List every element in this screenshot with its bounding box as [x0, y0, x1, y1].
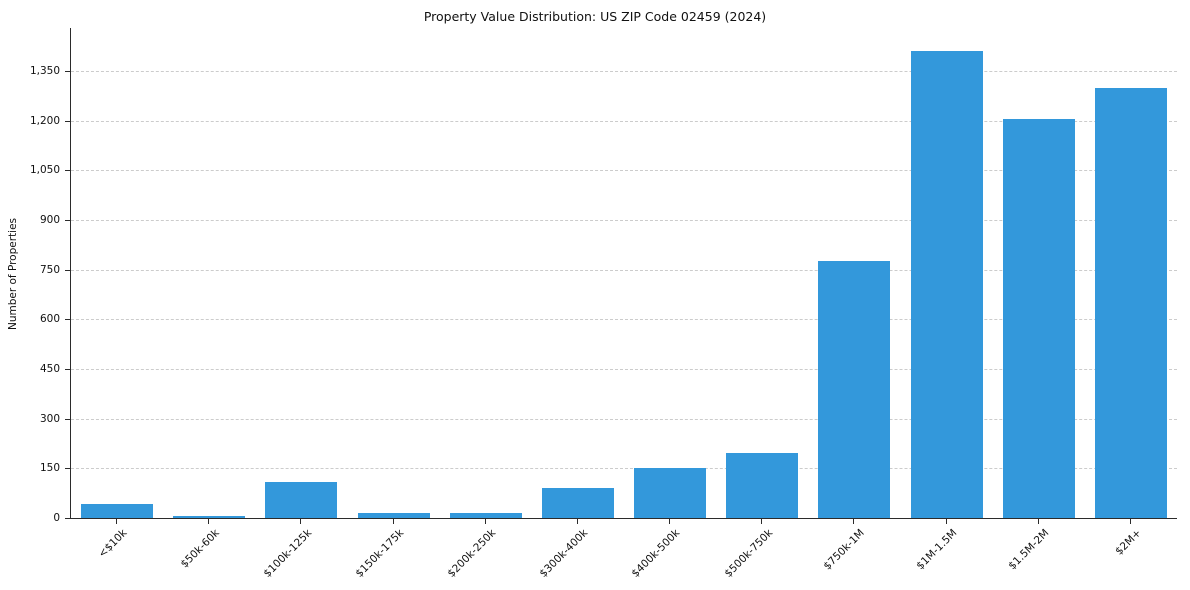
x-tick-label: $2M+	[1112, 527, 1144, 558]
bar	[910, 51, 983, 518]
gridline	[71, 220, 1177, 222]
x-tick-label: $100k-125k	[261, 527, 314, 580]
x-tick-label: $300k-400k	[537, 527, 591, 580]
bar	[173, 516, 246, 518]
gridline	[71, 269, 1177, 271]
bar	[1002, 119, 1075, 518]
gridline	[71, 71, 1177, 73]
bar	[449, 512, 522, 518]
x-tick-mark	[761, 519, 763, 524]
x-tick-mark	[669, 519, 671, 524]
y-tick-label: 150	[39, 462, 60, 475]
x-tick-label: $150k-175k	[353, 527, 407, 580]
gridline	[71, 120, 1177, 122]
x-tick-label: $1.5M-2M	[1006, 527, 1052, 573]
y-tick-mark	[65, 319, 70, 321]
gridline	[71, 170, 1177, 172]
x-tick-label: $400k-500k	[629, 527, 683, 580]
x-tick-mark	[1129, 519, 1131, 524]
gridline	[71, 418, 1177, 420]
y-tick-mark	[65, 71, 70, 73]
bar	[726, 453, 799, 518]
x-tick-mark	[576, 519, 578, 524]
y-tick-mark	[65, 518, 70, 519]
x-tick-mark	[300, 519, 302, 524]
y-tick-label: 1,350	[29, 65, 60, 78]
gridline	[71, 468, 1177, 470]
plot-area	[70, 28, 1177, 519]
x-tick-label: $500k-750k	[721, 527, 775, 580]
x-tick-mark	[484, 519, 486, 524]
bar	[81, 504, 153, 518]
x-tick-label: $750k-1M	[821, 527, 867, 573]
x-tick-label: <$10k	[96, 527, 130, 561]
bar	[1094, 87, 1167, 518]
x-tick-mark	[208, 519, 210, 524]
x-tick-mark	[1037, 519, 1039, 524]
y-tick-mark	[65, 468, 70, 470]
x-tick-mark	[116, 519, 118, 524]
bar	[357, 513, 430, 518]
bar	[818, 261, 891, 518]
bar	[265, 481, 338, 518]
gridline	[71, 319, 1177, 321]
y-tick-mark	[65, 418, 70, 420]
y-tick-label: 600	[39, 313, 60, 326]
x-tick-label: $200k-250k	[445, 527, 499, 580]
y-tick-mark	[65, 269, 70, 271]
x-tick-label: $1M-1.5M	[913, 527, 960, 573]
bar	[541, 488, 614, 518]
y-tick-label: 300	[39, 412, 60, 425]
y-tick-mark	[65, 369, 70, 370]
y-tick-label: 1,050	[29, 164, 60, 177]
y-tick-label: 750	[39, 263, 60, 276]
chart-title: Property Value Distribution: US ZIP Code…	[423, 9, 767, 24]
y-tick-label: 1,200	[29, 114, 60, 127]
y-tick-mark	[65, 170, 70, 172]
bar	[634, 467, 706, 518]
x-tick-label: $50k-60k	[178, 527, 222, 571]
x-tick-mark	[392, 519, 394, 524]
y-tick-label: 450	[39, 363, 60, 375]
x-tick-mark	[945, 519, 947, 524]
y-tick-label: 0	[53, 512, 60, 524]
gridline	[71, 369, 1177, 370]
y-tick-mark	[65, 120, 70, 122]
y-tick-mark	[65, 220, 70, 222]
x-tick-mark	[853, 519, 855, 524]
y-tick-label: 900	[39, 214, 60, 227]
